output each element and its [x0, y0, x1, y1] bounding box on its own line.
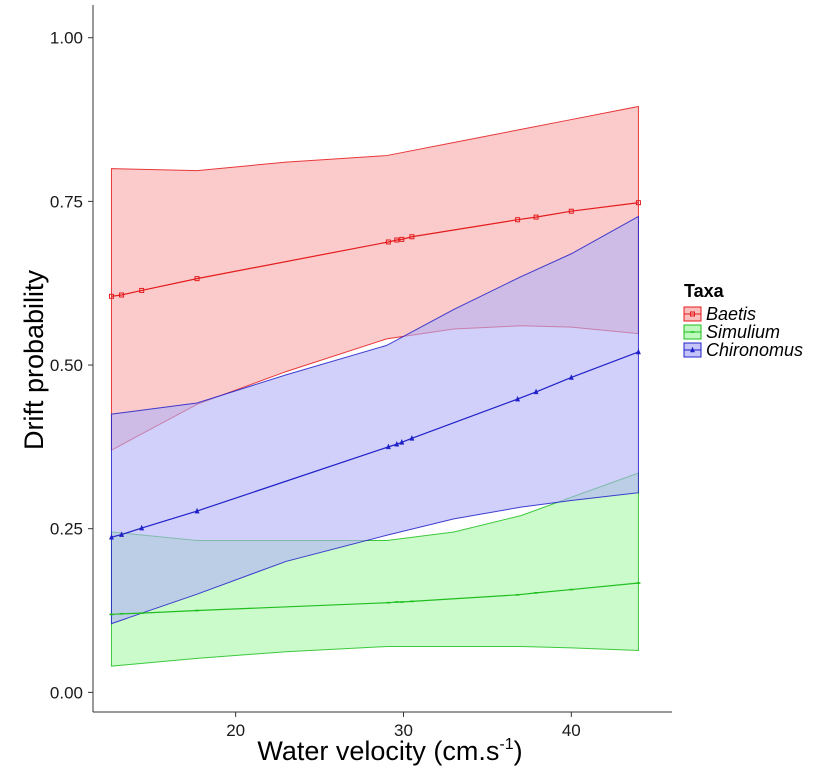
- point-chironomus: [194, 507, 200, 514]
- point-baetis: [385, 239, 391, 245]
- legend-item-simulium: Simulium: [683, 322, 780, 342]
- point-baetis: [108, 293, 114, 299]
- point-baetis: [394, 237, 400, 243]
- line-baetis: [111, 202, 639, 297]
- point-baetis: [635, 200, 641, 206]
- y-tick-label: 0.25: [50, 520, 83, 539]
- legend-key-marker: [690, 311, 695, 317]
- series-markers: [108, 200, 641, 616]
- x-axis-ticks: 20 30 40: [226, 712, 581, 740]
- legend-label-simulium: Simulium: [706, 322, 780, 342]
- point-baetis: [194, 276, 200, 282]
- x-axis-title: Water velocity (cm.s-1): [257, 736, 522, 766]
- y-axis-ticks: 0.00 0.25 0.50 0.75 1.00: [50, 29, 93, 702]
- point-baetis: [399, 236, 405, 242]
- y-tick-label: 0.50: [50, 356, 83, 375]
- point-chironomus: [399, 439, 405, 445]
- point-chironomus: [108, 533, 114, 540]
- point-baetis: [119, 292, 125, 298]
- y-axis-title: Drift probability: [19, 269, 49, 450]
- point-baetis: [409, 234, 415, 240]
- line-chironomus: [111, 351, 639, 538]
- point-baetis: [568, 208, 574, 214]
- point-chironomus: [515, 395, 521, 402]
- legend-item-chironomus: Chironomus: [683, 340, 803, 360]
- point-chironomus: [139, 524, 145, 531]
- band-chironomus: [110, 215, 639, 625]
- legend-label-baetis: Baetis: [706, 304, 756, 324]
- point-chironomus: [394, 441, 400, 447]
- x-tick-label: 20: [226, 721, 245, 740]
- legend-item-baetis: Baetis: [683, 304, 756, 324]
- x-axis-title-main: Water velocity (cm.s: [257, 736, 499, 766]
- legend-label-chironomus: Chironomus: [706, 340, 803, 360]
- point-chironomus: [409, 435, 415, 441]
- x-tick-label: 40: [562, 721, 581, 740]
- point-baetis: [533, 214, 539, 220]
- legend-title: Taxa: [684, 281, 725, 301]
- x-axis-title-suffix: ): [514, 736, 523, 766]
- legend-key-marker: [690, 346, 695, 353]
- x-axis-title-superscript: -1: [499, 736, 513, 753]
- point-chironomus: [568, 374, 574, 380]
- point-chironomus: [385, 443, 391, 450]
- point-baetis: [515, 217, 521, 223]
- y-tick-label: 0.00: [50, 683, 83, 702]
- point-chironomus: [119, 531, 124, 537]
- point-chironomus: [533, 388, 539, 395]
- x-tick-label: 30: [394, 721, 413, 740]
- point-chironomus: [635, 348, 641, 355]
- point-baetis: [139, 287, 145, 293]
- series-lines: [111, 202, 639, 616]
- confidence-bands: [110, 105, 639, 667]
- y-tick-label: 1.00: [50, 29, 83, 48]
- y-tick-label: 0.75: [50, 192, 83, 211]
- line-simulium: [111, 582, 639, 616]
